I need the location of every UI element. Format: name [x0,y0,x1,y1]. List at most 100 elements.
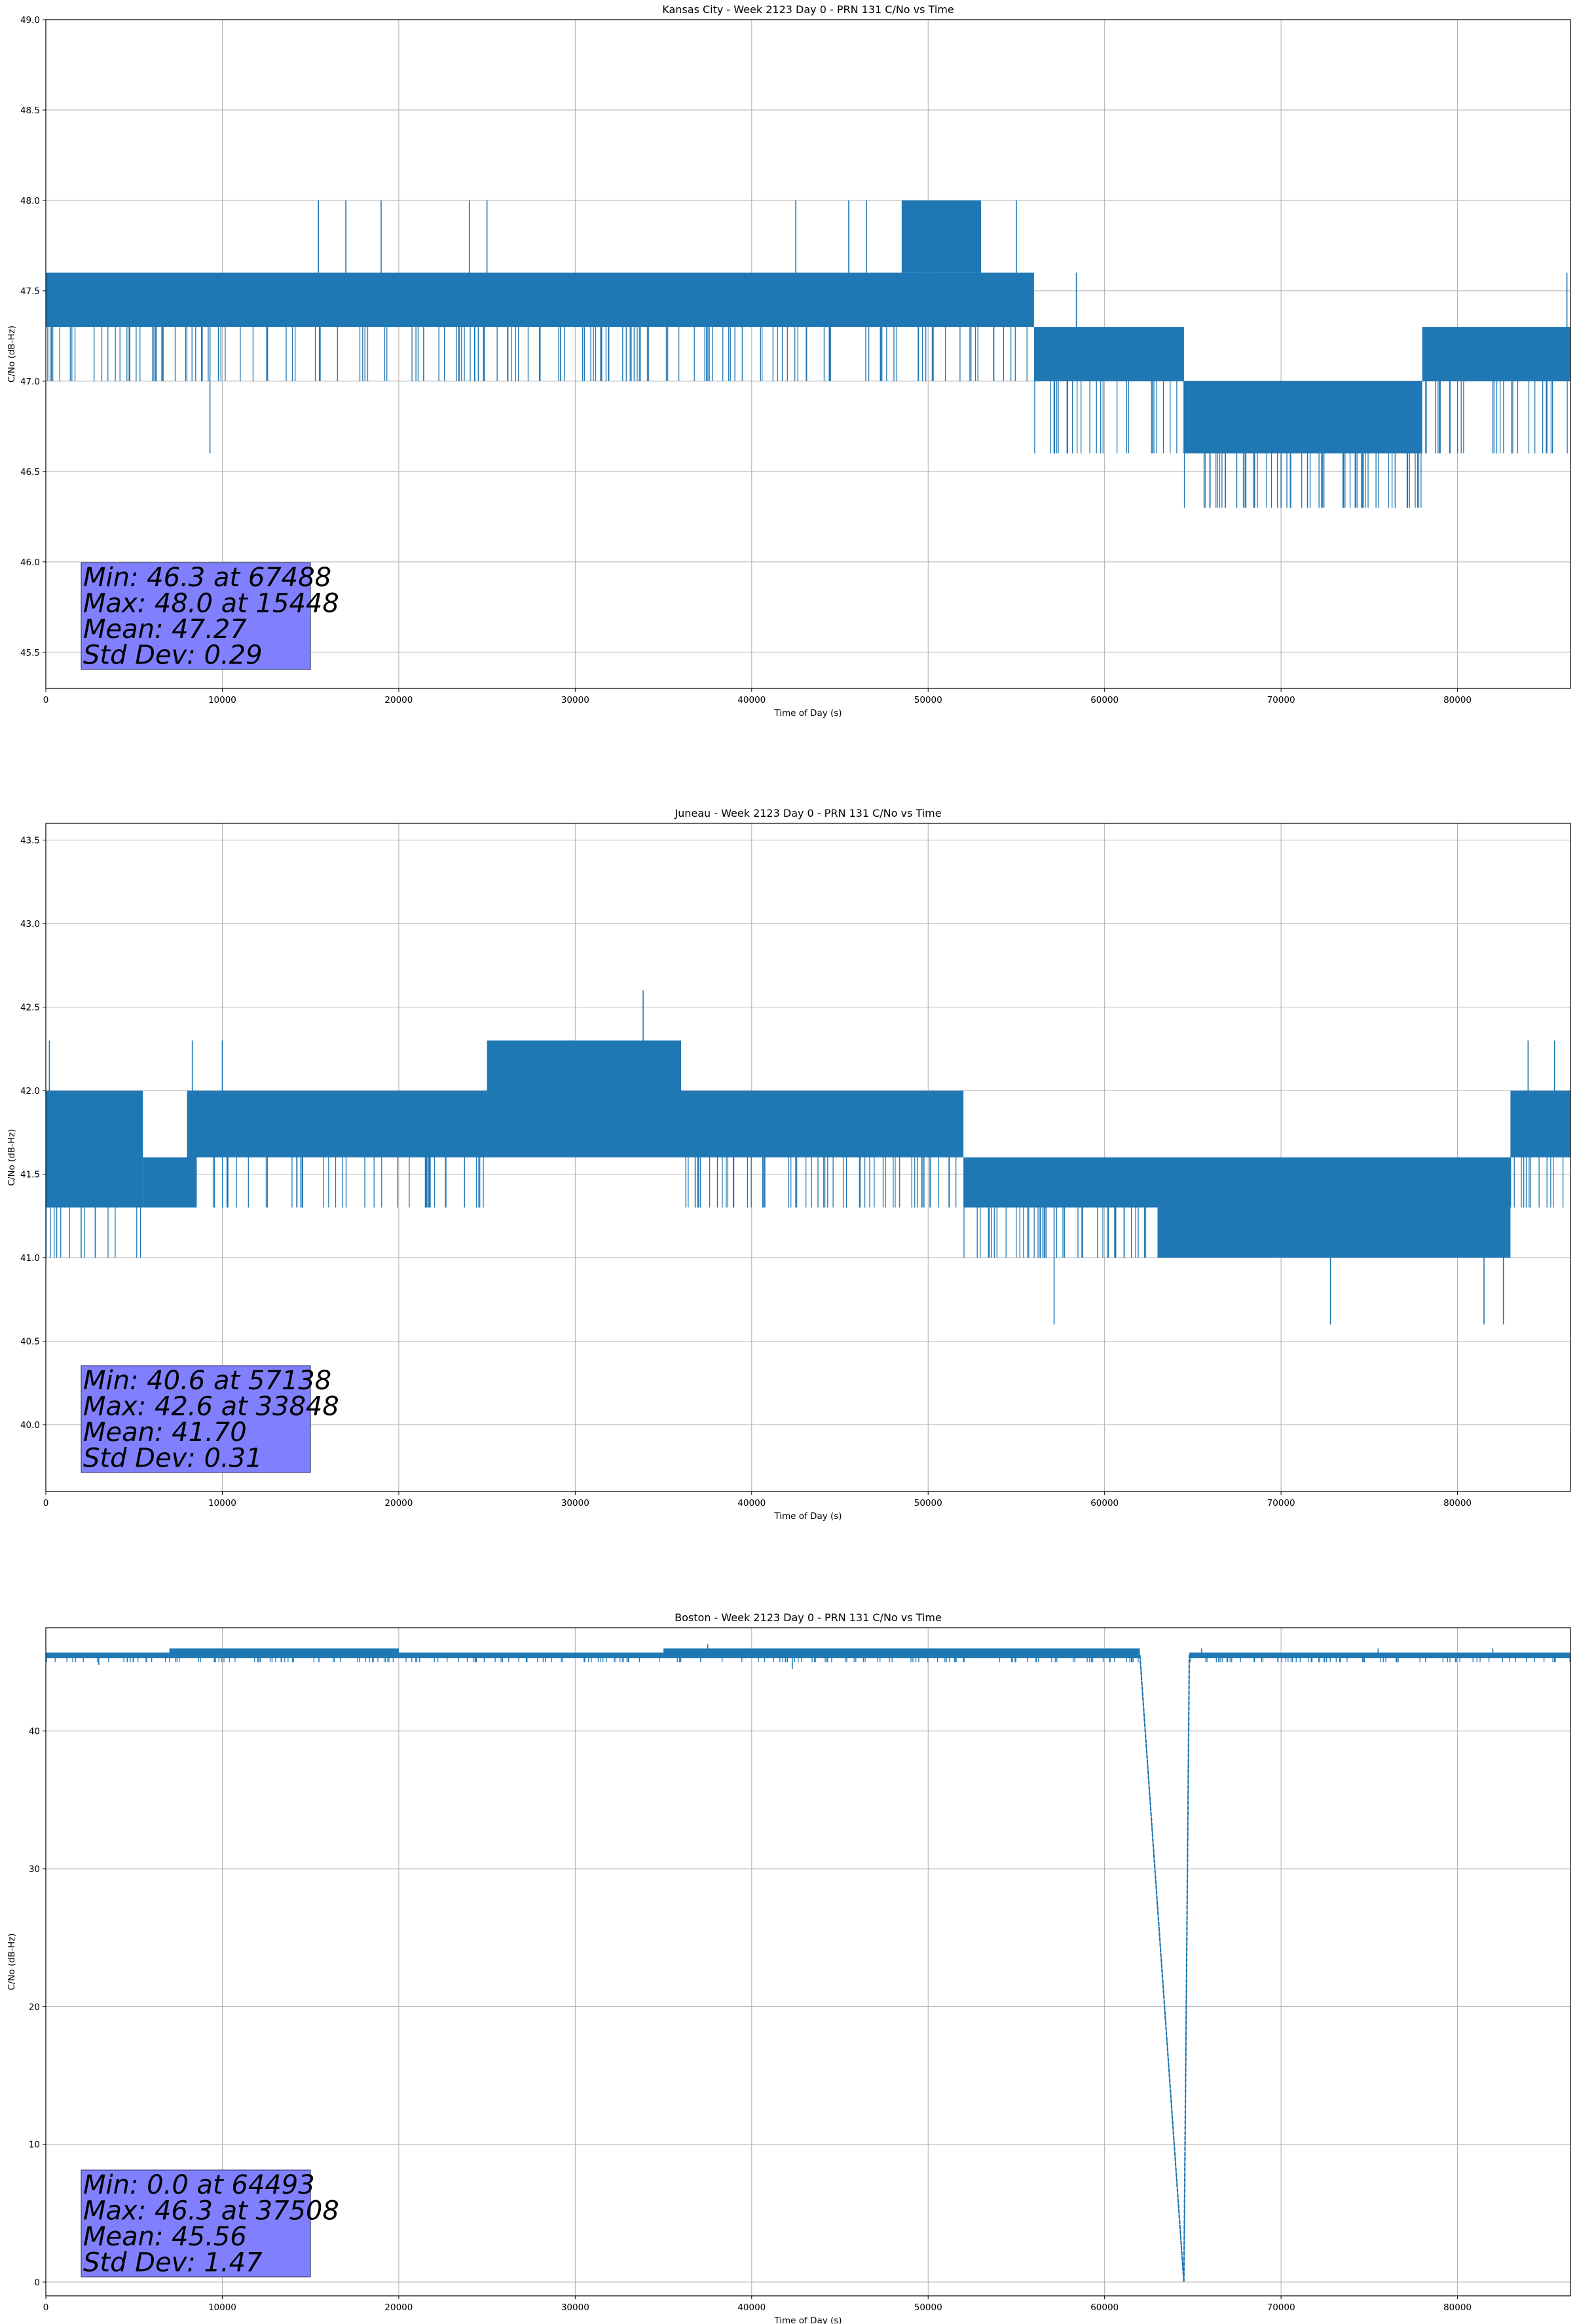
series-flicker [196,1157,484,1208]
y-tick-label: 47.0 [20,377,40,387]
y-tick-label: 47.5 [20,286,40,297]
y-axis-label: C/No (dB-Hz) [7,1129,17,1186]
y-tick-label: 48.5 [20,105,40,116]
stats-line: Std Dev: 0.29 [83,641,263,671]
y-tick-label: 43.5 [20,836,40,846]
stats-box-background [81,1365,311,1473]
x-tick-label: 20000 [384,1498,413,1509]
y-tick-label: 43.0 [20,919,40,929]
series-c-no [46,1644,1570,2283]
x-tick-label: 30000 [561,2302,589,2313]
series-c-no [46,990,1570,1324]
y-tick-label: 49.0 [20,15,40,26]
axes-frame [45,19,1571,689]
y-axis-label: C/No (dB-Hz) [7,326,17,383]
y-tick-label: 0 [34,2277,40,2288]
chart-panel-2: Juneau - Week 2123 Day 0 - PRN 131 C/No … [7,807,1571,1522]
y-tick-label: 42.0 [20,1086,40,1096]
series-dropout-core [1140,1655,1190,2283]
stats-line: Std Dev: 0.31 [83,1444,263,1474]
x-tick-label: 0 [43,1498,49,1509]
y-axis-label: C/No (dB-Hz) [7,1933,17,1990]
y-tick-label: 46.5 [20,467,40,478]
stats-line: Mean: 47.27 [83,614,247,645]
series-band [487,1040,681,1157]
chart-panel-3: Boston - Week 2123 Day 0 - PRN 131 C/No … [7,1611,1571,2324]
series-flicker [685,1157,957,1208]
x-tick-label: 40000 [737,695,766,705]
x-tick-label: 30000 [561,695,589,705]
chart-title: Juneau - Week 2123 Day 0 - PRN 131 C/No … [674,807,941,819]
series-flicker [1510,1157,1564,1208]
series-band [901,200,982,273]
x-axis-label: Time of Day (s) [773,708,842,719]
series-flicker [1034,381,1184,454]
series-flicker [1183,453,1422,508]
y-tick-label: 45.5 [20,648,40,658]
x-tick-label: 80000 [1443,1498,1472,1509]
x-tick-label: 70000 [1267,695,1295,705]
stats-line: Min: 40.6 at 57138 [83,1366,331,1396]
series-flicker [46,1207,141,1258]
x-axis-label: Time of Day (s) [773,1511,842,1522]
stats-line: Max: 42.6 at 33848 [83,1392,339,1422]
series-band [169,1648,399,1659]
series-c-no [46,200,1570,508]
series-band [681,1091,964,1157]
stats-line: Max: 48.0 at 15448 [83,589,339,619]
y-tick-label: 46.0 [20,557,40,568]
series-band [1189,1652,1570,1659]
x-tick-label: 30000 [561,1498,589,1509]
x-tick-label: 60000 [1090,2302,1119,2313]
series-flicker [169,1658,394,1662]
stats-line: Std Dev: 1.47 [83,2248,263,2278]
x-tick-label: 80000 [1443,695,1472,705]
y-tick-label: 20 [29,2002,40,2012]
series-band [663,1648,1140,1659]
series-flicker [1425,381,1568,454]
x-tick-label: 70000 [1267,1498,1295,1509]
series-band [1033,327,1184,381]
x-tick-label: 20000 [384,695,413,705]
stats-box-background [81,562,311,670]
stats-line: Mean: 45.56 [83,2222,247,2252]
series-band [963,1157,1158,1208]
x-tick-label: 60000 [1090,1498,1119,1509]
y-tick-label: 30 [29,1864,40,1875]
series-band [46,272,1034,328]
x-tick-label: 10000 [208,1498,236,1509]
y-tick-label: 40.0 [20,1420,40,1431]
series-dropout [1139,1655,1191,2283]
series-band [1157,1157,1511,1258]
series-flicker [1190,1658,1570,1662]
chart-title: Kansas City - Week 2123 Day 0 - PRN 131 … [662,3,954,16]
series-flicker [46,1658,166,1662]
x-axis-label: Time of Day (s) [773,2315,842,2324]
series-flicker [677,1658,1139,1662]
x-tick-label: 10000 [208,2302,236,2313]
series-flicker [405,1658,660,1662]
stats-line: Min: 46.3 at 67488 [83,563,331,593]
axes-frame [45,1627,1571,2296]
x-tick-label: 0 [43,695,49,705]
y-tick-label: 40 [29,1727,40,1737]
series-band [46,1652,170,1659]
y-tick-label: 41.5 [20,1170,40,1180]
series-band [143,1157,196,1208]
series-band [1183,381,1422,454]
series-band [46,1091,143,1208]
x-tick-label: 40000 [737,2302,766,2313]
x-tick-label: 80000 [1443,2302,1472,2313]
stats-box-background [81,2169,311,2277]
y-tick-label: 42.5 [20,1003,40,1013]
x-tick-label: 50000 [914,2302,942,2313]
chart-title: Boston - Week 2123 Day 0 - PRN 131 C/No … [675,1611,942,1624]
x-tick-label: 50000 [914,695,942,705]
y-tick-label: 41.0 [20,1253,40,1264]
series-flicker [47,327,1028,381]
y-tick-label: 40.5 [20,1337,40,1347]
